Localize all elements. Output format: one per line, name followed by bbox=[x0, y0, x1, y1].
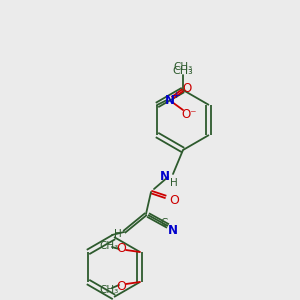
Text: O: O bbox=[182, 82, 192, 94]
Text: N: N bbox=[160, 169, 170, 182]
Text: O⁻: O⁻ bbox=[181, 107, 197, 121]
Text: CH₃: CH₃ bbox=[99, 285, 119, 295]
Text: H: H bbox=[114, 229, 122, 239]
Text: N: N bbox=[165, 94, 175, 106]
Text: CH₃: CH₃ bbox=[172, 66, 194, 76]
Text: O: O bbox=[116, 280, 126, 292]
Text: CH₃: CH₃ bbox=[99, 241, 119, 251]
Text: O: O bbox=[169, 194, 179, 206]
Text: H: H bbox=[170, 178, 178, 188]
Text: C: C bbox=[160, 218, 168, 228]
Text: CH₃: CH₃ bbox=[173, 62, 193, 72]
Text: N: N bbox=[168, 224, 178, 236]
Text: O: O bbox=[116, 242, 126, 254]
Text: +: + bbox=[172, 91, 180, 100]
